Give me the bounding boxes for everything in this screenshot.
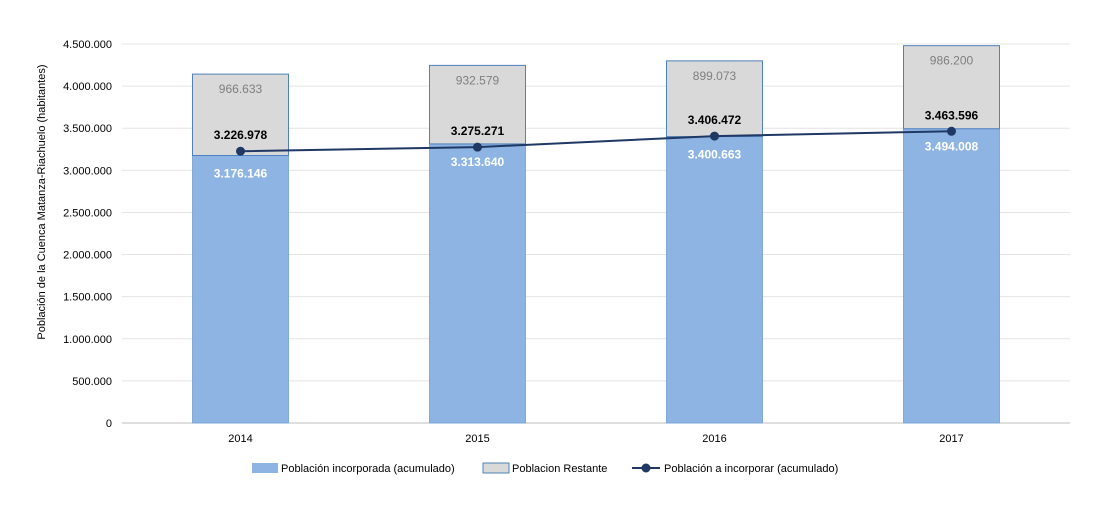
data-label-incorporada: 3.400.663 bbox=[688, 148, 742, 162]
y-tick-label: 1.500.000 bbox=[63, 292, 112, 304]
data-label-restante: 986.200 bbox=[930, 54, 974, 68]
legend-label-a-incorporar: Población a incorporar (acumulado) bbox=[664, 463, 838, 475]
x-tick-label: 2015 bbox=[465, 433, 489, 445]
line-series bbox=[236, 126, 956, 156]
data-label-incorporada: 3.313.640 bbox=[451, 155, 505, 169]
bar-incorporada bbox=[666, 136, 763, 424]
y-tick-label: 500.000 bbox=[72, 376, 112, 388]
legend-label-incorporada: Población incorporada (acumulado) bbox=[281, 463, 455, 475]
data-label-a-incorporar: 3.226.978 bbox=[214, 128, 268, 142]
y-tick-label: 4.000.000 bbox=[63, 81, 112, 93]
data-label-incorporada: 3.176.146 bbox=[214, 166, 268, 180]
x-tick-label: 2016 bbox=[702, 433, 726, 445]
data-label-a-incorporar: 3.463.596 bbox=[925, 108, 979, 122]
x-tick-label: 2017 bbox=[939, 433, 963, 445]
y-tick-label: 3.000.000 bbox=[63, 165, 112, 177]
data-label-a-incorporar: 3.406.472 bbox=[688, 113, 742, 127]
line-point bbox=[473, 142, 482, 152]
bar-incorporada bbox=[429, 143, 526, 424]
data-label-a-incorporar: 3.275.271 bbox=[451, 124, 505, 138]
bar-restante bbox=[903, 45, 1000, 130]
line-point bbox=[947, 126, 956, 136]
data-label-incorporada: 3.494.008 bbox=[925, 140, 979, 154]
y-tick-label: 0 bbox=[106, 418, 112, 430]
legend: Población incorporada (acumulado) Poblaci… bbox=[252, 462, 838, 475]
bar-restante bbox=[192, 73, 289, 156]
legend-swatch-incorporada bbox=[252, 463, 278, 473]
line-point bbox=[236, 146, 245, 156]
data-label-restante: 966.633 bbox=[219, 82, 263, 96]
data-label-restante: 932.579 bbox=[456, 73, 500, 87]
bar-incorporada bbox=[192, 155, 289, 424]
legend-marker-line bbox=[641, 463, 651, 473]
y-tick-label: 4.500.000 bbox=[63, 39, 112, 51]
line-a-incorporar bbox=[240, 130, 952, 153]
data-labels: 3.176.146 966.633 3.313.640 932.579 3.400.66… bbox=[214, 54, 979, 181]
y-tick-label: 1.000.000 bbox=[63, 334, 112, 346]
y-tick-label: 2.000.000 bbox=[63, 250, 112, 262]
y-axis-ticks: 0 500.000 1.000.000 1.500.000 2.000.000 2.500… bbox=[63, 39, 112, 430]
line-point bbox=[710, 131, 719, 141]
data-label-restante: 899.073 bbox=[693, 69, 737, 83]
x-tick-label: 2014 bbox=[228, 433, 252, 445]
x-axis-ticks: 2014 2015 2016 2017 bbox=[228, 433, 963, 445]
legend-swatch-restante bbox=[482, 462, 510, 474]
y-tick-label: 3.500.000 bbox=[63, 123, 112, 135]
bar-restante bbox=[429, 64, 526, 145]
bar-incorporada bbox=[903, 128, 1000, 424]
y-axis-label: Población de la Cuenca Matanza-Riachuelo… bbox=[36, 64, 48, 339]
y-tick-label: 2.500.000 bbox=[63, 207, 112, 219]
bars bbox=[192, 45, 1000, 424]
legend-label-restante: Poblacion Restante bbox=[512, 463, 607, 475]
